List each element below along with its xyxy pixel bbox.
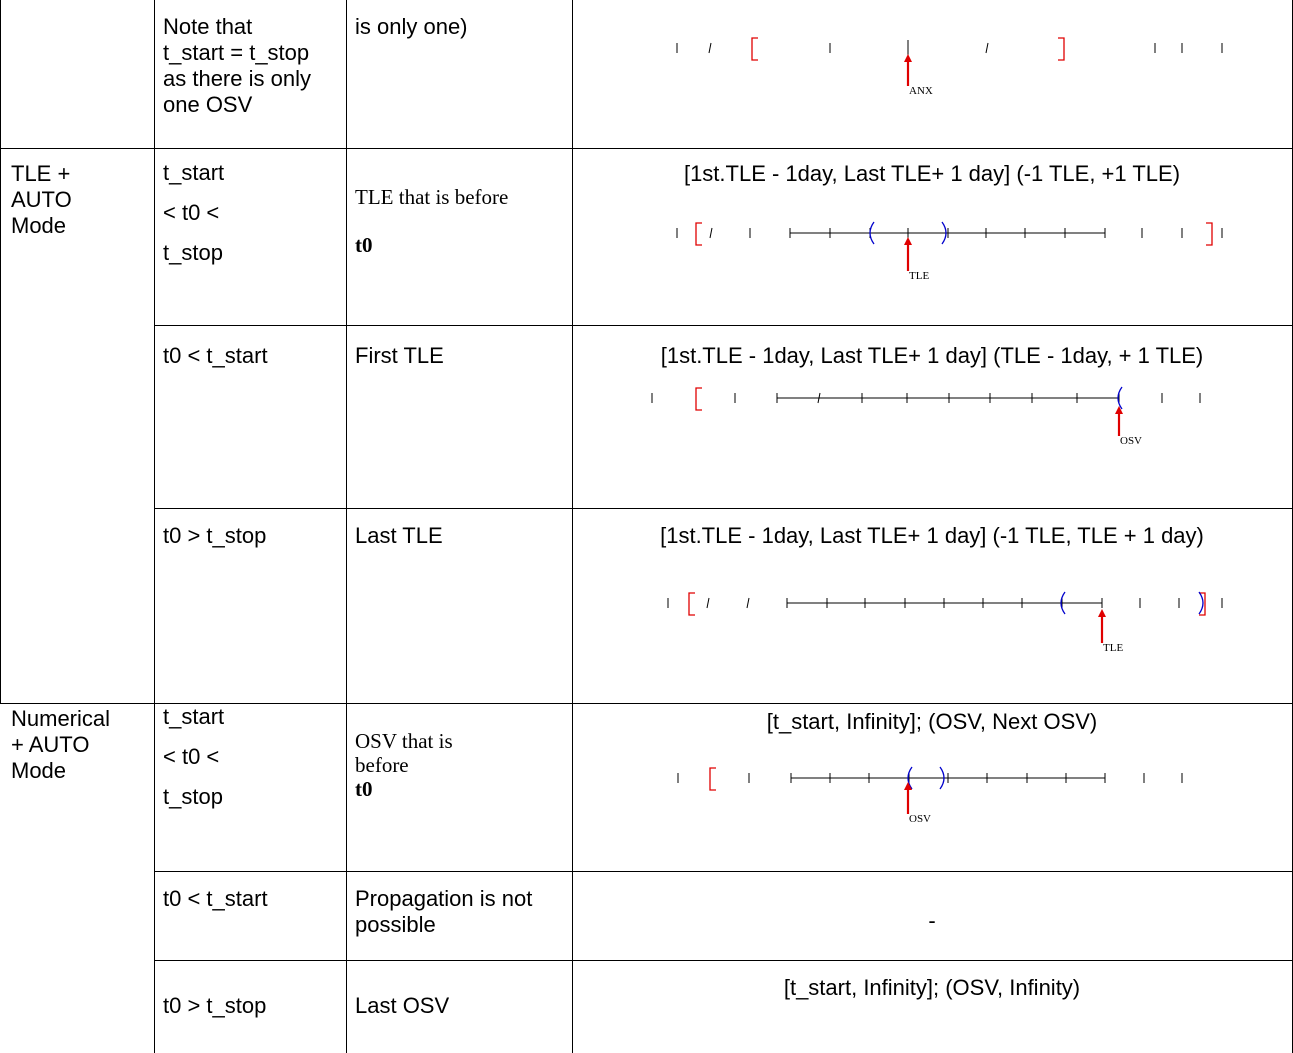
condition-cell: t0 > t_stop — [163, 993, 267, 1018]
interval-open-paren — [1060, 591, 1066, 615]
condition-cell: t0 < t_start — [163, 886, 268, 911]
marker-arrow-head — [1115, 406, 1123, 414]
interval-caption: [t_start, Infinity]; (OSV, Next OSV) — [766, 709, 1098, 734]
row-border — [0, 148, 1293, 149]
reference-text: TLE that is before — [355, 185, 509, 209]
validity-open-bracket — [695, 222, 702, 246]
row-border — [154, 871, 1293, 872]
marker-label: TLE — [909, 270, 929, 282]
timeline-diagram-tle-after: TLE — [667, 591, 1223, 654]
marker-label: TLE — [1103, 642, 1123, 654]
timeline-tick — [709, 227, 713, 239]
condition-cell: Note that t_start = t_stop as there is o… — [163, 14, 311, 117]
condition-cell: t_start < t0 < t_stop — [163, 704, 225, 809]
timeline-tick — [985, 42, 989, 54]
mode-cell: Numerical + AUTO Mode — [11, 706, 111, 783]
interval-close-paren — [1198, 591, 1204, 615]
reference-cell: Last TLE — [355, 523, 443, 548]
reference-cell: Last OSV — [355, 993, 450, 1018]
column-border — [0, 0, 1, 703]
row-border — [154, 325, 1293, 326]
validity-close-bracket — [1206, 222, 1213, 246]
reference-cell: is only one) — [355, 14, 468, 39]
validity-close-bracket — [1058, 37, 1065, 61]
timeline-tick — [746, 597, 750, 609]
column-border — [572, 0, 573, 1053]
condition-cell: t_start < t0 < t_stop — [163, 160, 225, 265]
condition-cell: t0 > t_stop — [163, 523, 267, 548]
column-border — [154, 0, 155, 1053]
interval-caption: [1st.TLE - 1day, Last TLE+ 1 day] (TLE -… — [660, 343, 1204, 368]
interval-caption: [1st.TLE - 1day, Last TLE+ 1 day] (-1 TL… — [660, 523, 1204, 548]
column-border — [346, 0, 347, 1053]
interval-caption: - — [928, 908, 936, 933]
timeline-tick — [706, 597, 710, 609]
row-border — [154, 508, 1293, 509]
timeline-diagram-anx: ANX — [676, 37, 1223, 97]
reference-cell: OSV that is before t0 — [355, 705, 570, 801]
interval-caption: [t_start, Infinity]; (OSV, Infinity) — [783, 975, 1081, 1000]
row-border — [154, 960, 1293, 961]
marker-arrow-head — [904, 782, 912, 790]
reference-bold: t0 — [355, 777, 373, 801]
interval-open-paren — [907, 766, 913, 790]
condition-cell: t0 < t_start — [163, 343, 268, 368]
marker-label: OSV — [1120, 435, 1142, 447]
marker-arrow-head — [904, 237, 912, 245]
reference-text: OSV that is before — [355, 729, 453, 777]
interval-close-paren — [941, 221, 947, 245]
timeline-tick — [817, 392, 821, 404]
reference-cell: TLE that is before t0 — [355, 161, 570, 257]
marker-arrow-head — [1098, 609, 1106, 617]
validity-open-bracket — [751, 37, 758, 61]
reference-cell: First TLE — [355, 343, 444, 368]
timeline-diagram-tle-before: OSV — [651, 386, 1201, 447]
timeline-diagram-tle-within: TLE — [676, 221, 1223, 282]
interval-open-paren — [869, 221, 875, 245]
reference-bold: t0 — [355, 233, 373, 257]
row-border — [0, 703, 1293, 704]
timeline-diagram-osv-within: OSV — [677, 766, 1183, 825]
interval-close-paren — [939, 766, 945, 790]
validity-open-bracket — [695, 387, 702, 411]
interval-open-paren — [1117, 386, 1123, 410]
validity-open-bracket — [688, 592, 695, 616]
marker-label: OSV — [909, 813, 931, 825]
validity-open-bracket — [709, 767, 716, 791]
mode-cell: TLE + AUTO Mode — [11, 161, 72, 238]
timeline-tick — [708, 42, 712, 54]
marker-arrow-head — [904, 54, 912, 62]
validity-close-bracket — [1199, 592, 1206, 616]
marker-label: ANX — [909, 85, 933, 97]
interval-caption: [1st.TLE - 1day, Last TLE+ 1 day] (-1 TL… — [683, 161, 1181, 186]
reference-cell: Propagation is not possible — [355, 886, 533, 937]
